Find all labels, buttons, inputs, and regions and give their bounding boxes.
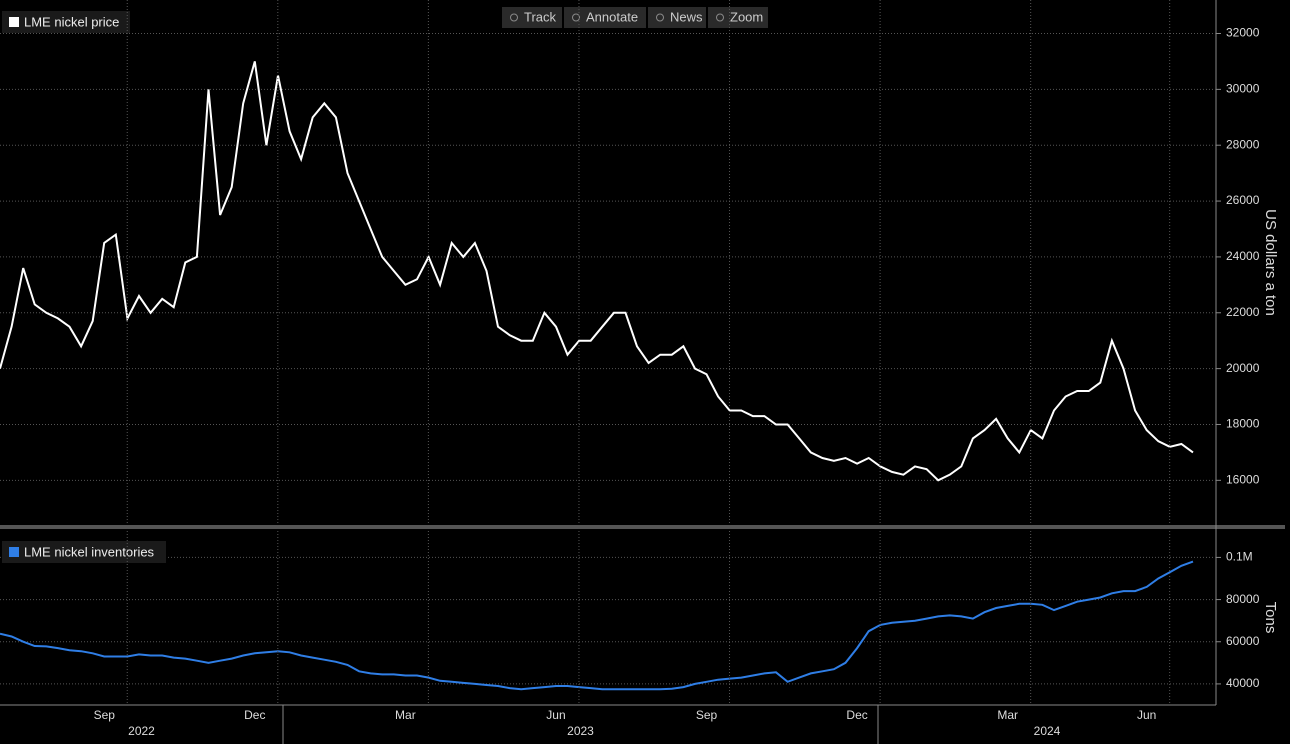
y-tick-label: 24000	[1226, 249, 1260, 263]
year-label: 2023	[567, 724, 594, 738]
x-tick-label: Dec	[846, 708, 867, 722]
series-line	[0, 61, 1194, 482]
legend-swatch	[9, 17, 19, 27]
y-tick-label: 26000	[1226, 193, 1260, 207]
legend-label: LME nickel price	[24, 14, 119, 29]
axis-label: Tons	[1262, 602, 1279, 634]
axis-label: US dollars a ton	[1262, 209, 1279, 316]
x-tick-label: Mar	[997, 708, 1018, 722]
y-tick-label: 0.1M	[1226, 550, 1253, 564]
toolbar-icon	[510, 13, 518, 22]
toolbar-label[interactable]: News	[670, 9, 703, 24]
toolbar-icon	[716, 13, 724, 22]
x-tick-label: Dec	[244, 708, 265, 722]
legend-box	[2, 11, 130, 33]
x-tick-label: Jun	[1137, 708, 1156, 722]
year-label: 2022	[128, 724, 155, 738]
toolbar: Track Annotate News Zoom	[502, 7, 768, 28]
toolbar-label[interactable]: Annotate	[586, 9, 638, 24]
toolbar-button[interactable]	[502, 7, 562, 28]
y-tick-label: 40000	[1226, 676, 1260, 690]
toolbar-button[interactable]	[708, 7, 768, 28]
legend-label: LME nickel inventories	[24, 544, 155, 559]
toolbar-label[interactable]: Zoom	[730, 9, 763, 24]
y-tick-label: 32000	[1226, 26, 1260, 40]
panel-divider[interactable]	[0, 525, 1285, 529]
series-line	[0, 560, 1194, 691]
y-tick-label: 16000	[1226, 472, 1260, 486]
y-tick-label: 60000	[1226, 634, 1260, 648]
toolbar-icon	[572, 13, 580, 22]
y-tick-label: 28000	[1226, 137, 1260, 151]
y-tick-label: 80000	[1226, 592, 1260, 606]
y-tick-label: 30000	[1226, 82, 1260, 96]
x-tick-label: Jun	[546, 708, 565, 722]
y-tick-label: 18000	[1226, 417, 1260, 431]
legend-box	[2, 541, 166, 563]
x-tick-label: Sep	[94, 708, 116, 722]
toolbar-icon	[656, 13, 664, 22]
toolbar-button[interactable]	[564, 7, 646, 28]
x-tick-label: Sep	[696, 708, 718, 722]
toolbar-label[interactable]: Track	[524, 9, 557, 24]
legend-swatch	[9, 547, 19, 557]
year-label: 2024	[1034, 724, 1061, 738]
y-tick-label: 20000	[1226, 361, 1260, 375]
x-tick-label: Mar	[395, 708, 416, 722]
toolbar-button[interactable]	[648, 7, 706, 28]
y-tick-label: 22000	[1226, 305, 1260, 319]
